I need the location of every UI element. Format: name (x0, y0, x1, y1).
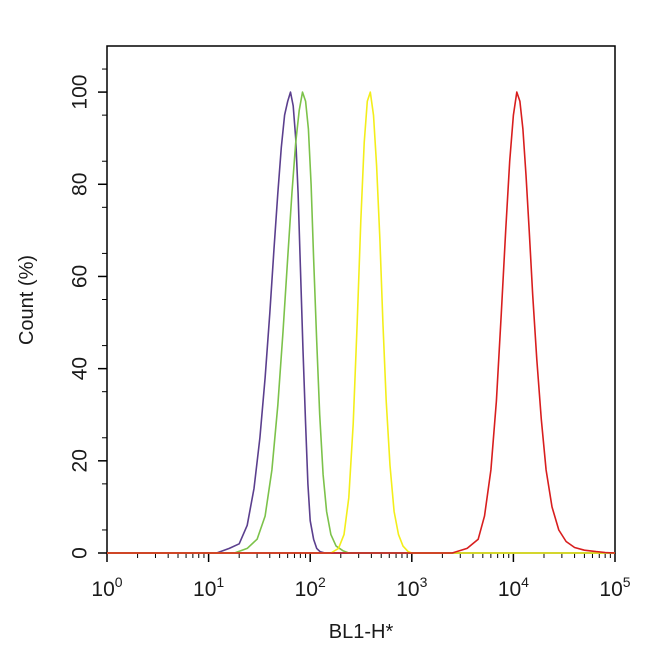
x-tick-label: 104 (498, 574, 529, 601)
x-tick-base: 10 (498, 578, 521, 601)
series-layer (107, 91, 616, 554)
y-axis-title: Count (%) (16, 255, 38, 345)
x-tick-label: 103 (396, 574, 427, 601)
x-tick-base: 10 (193, 578, 216, 601)
y-tick-label: 20 (69, 449, 92, 472)
y-tick-label: 100 (69, 75, 92, 110)
y-tick-label: 60 (69, 265, 92, 288)
x-tick-base: 10 (599, 578, 622, 601)
x-tick-base: 10 (91, 578, 114, 601)
x-tick-exponent: 5 (623, 574, 631, 590)
x-tick-exponent: 1 (216, 574, 224, 590)
x-tick-label: 102 (295, 574, 326, 601)
y-axis: 0 20 40 60 80 100 (69, 68, 107, 559)
y-tick-label: 40 (69, 357, 92, 380)
histogram-series-4 (107, 91, 616, 554)
x-axis: 100 101 102 103 104 105 (91, 553, 631, 601)
x-tick-exponent: 2 (318, 574, 326, 590)
x-tick-label: 101 (193, 574, 224, 601)
plot-frame (106, 45, 616, 554)
x-tick-base: 10 (295, 578, 318, 601)
x-tick-exponent: 4 (521, 574, 529, 590)
y-tick-label: 0 (69, 547, 92, 559)
x-tick-exponent: 0 (115, 574, 123, 590)
x-tick-label: 100 (91, 574, 122, 601)
x-axis-title: BL1-H* (329, 621, 394, 643)
histogram-series-2 (107, 91, 615, 554)
histogram-series-1 (107, 91, 615, 554)
y-tick-label: 80 (69, 173, 92, 196)
x-tick-exponent: 3 (420, 574, 428, 590)
x-tick-base: 10 (396, 578, 419, 601)
x-tick-label: 105 (599, 574, 630, 601)
histogram-series-3 (107, 91, 615, 554)
